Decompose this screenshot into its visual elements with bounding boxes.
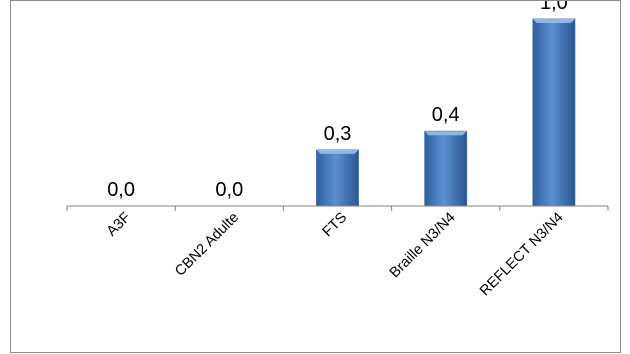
value-label: 1,0 [540, 1, 568, 14]
bar-rect [316, 149, 359, 207]
bar-bevel [424, 131, 467, 136]
chart-frame: 0,0 0,0 0,3 0,4 1,0 A3F CBN2 Adulte FTS Braille… [10, 0, 621, 353]
bar-rect [532, 18, 576, 207]
category-label: A3F [104, 209, 134, 239]
bar-rect [424, 130, 468, 207]
value-label: 0,0 [107, 179, 135, 201]
bar [316, 149, 359, 207]
category-label: CBN2 Adulte [172, 210, 242, 280]
bar-chart: 0,0 0,0 0,3 0,4 1,0 A3F CBN2 Adulte FTS Braille… [66, 1, 609, 299]
value-labels: 0,0 0,0 0,3 0,4 1,0 [107, 1, 568, 201]
value-label: 0,3 [324, 123, 352, 145]
bar [532, 18, 576, 207]
value-label: 0,0 [215, 179, 243, 201]
bars [316, 18, 576, 207]
bar-bevel [532, 19, 575, 23]
bar-bevel [316, 149, 359, 154]
value-label: 0,4 [432, 104, 460, 126]
category-label: FTS [320, 210, 351, 241]
category-label: Braille N3/N4 [387, 210, 459, 282]
category-labels: A3F CBN2 Adulte FTS Braille N3/N4 REFLECT N3… [104, 209, 567, 299]
x-axis [66, 205, 609, 211]
category-label: REFLECT N3/N4 [477, 210, 567, 300]
bar [424, 130, 468, 207]
